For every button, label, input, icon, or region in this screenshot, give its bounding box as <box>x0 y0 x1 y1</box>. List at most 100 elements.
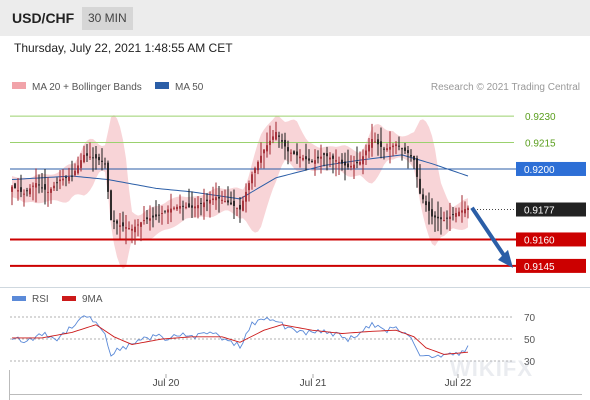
frame-bottom-edge <box>9 394 582 395</box>
candle-body <box>110 190 112 221</box>
candle-body <box>44 184 46 190</box>
candle-body <box>47 191 49 193</box>
candle-body <box>119 225 121 227</box>
ma50-legend-label: MA 50 <box>175 82 204 93</box>
symbol-title: USD/CHF <box>12 10 75 26</box>
candle-body <box>53 185 55 189</box>
candle-body <box>359 161 361 165</box>
candle-body <box>419 178 421 194</box>
candle-body <box>236 207 238 209</box>
level-label-0.9160: 0.9160 <box>524 235 555 246</box>
level-badge-0.9145 <box>516 258 586 273</box>
candle-body <box>434 215 436 218</box>
candle-body <box>248 183 250 191</box>
rsi-line <box>11 315 469 359</box>
candle-body <box>167 209 169 213</box>
candle-body <box>443 220 445 222</box>
header-bar: USD/CHF 30 MIN <box>0 0 590 36</box>
candle-body <box>461 210 463 213</box>
candle-body <box>41 187 43 189</box>
candle-body <box>350 165 352 168</box>
level-label-0.9177: 0.9177 <box>524 206 555 217</box>
timeframe-button[interactable]: 30 MIN <box>82 7 133 30</box>
level-labels: 0.9230 0.9215 0.9200 0.9177 0.9160 0.9145 <box>516 112 586 273</box>
candle-body <box>407 150 409 154</box>
candle-body <box>77 165 79 174</box>
candle-body <box>212 198 214 201</box>
timestamp: Thursday, July 22, 2021 1:48:55 AM CET <box>14 41 233 55</box>
ma9-line <box>12 324 469 355</box>
candle-body <box>62 178 64 181</box>
candle-body <box>428 201 430 211</box>
candle-body <box>335 160 337 162</box>
candle-body <box>56 182 58 184</box>
candle-body <box>311 161 313 163</box>
candle-body <box>179 205 181 209</box>
candle-body <box>194 206 196 209</box>
price-legend: MA 20 + Bollinger Bands MA 50 Research ©… <box>12 82 580 93</box>
candle-body <box>173 207 175 209</box>
candle-body <box>323 153 325 155</box>
candle-body <box>65 177 67 179</box>
candle-body <box>83 154 85 163</box>
candle-body <box>227 200 229 203</box>
rsi-grid: 70 50 30 <box>10 313 536 368</box>
candle-body <box>410 154 412 157</box>
price-levels <box>10 115 580 267</box>
candle-body <box>125 227 127 229</box>
candle-body <box>224 201 226 203</box>
candle-body <box>467 207 469 211</box>
candle-body <box>203 202 205 208</box>
candle-body <box>395 144 397 147</box>
candle-body <box>245 191 247 202</box>
rsi-legend: RSI 9MA <box>12 294 103 305</box>
candle-body <box>356 161 358 164</box>
price-chart: MA 20 + Bollinger Bands MA 50 Research ©… <box>10 82 586 273</box>
candle-body <box>257 161 259 171</box>
candle-body <box>26 190 28 192</box>
level-label-0.9215: 0.9215 <box>525 139 556 150</box>
candle-body <box>338 161 340 164</box>
candle-body <box>14 183 16 189</box>
candle-body <box>191 205 193 208</box>
rsi-tick-label: 70 <box>524 313 536 324</box>
x-axis: Jul 20 Jul 21 Jul 22 <box>153 374 472 389</box>
candle-body <box>413 155 415 161</box>
candle-body <box>254 168 256 173</box>
candle-body <box>431 209 433 217</box>
candle-body <box>143 220 145 222</box>
candle-body <box>239 204 241 210</box>
candle-body <box>107 162 109 192</box>
candle-body <box>383 148 385 150</box>
candle-body <box>260 155 262 163</box>
candle-body <box>347 163 349 168</box>
candle-body <box>326 153 328 157</box>
candle-body <box>377 139 379 145</box>
candle-body <box>92 157 94 159</box>
candle-body <box>398 145 400 147</box>
x-tick-label: Jul 22 <box>445 378 472 389</box>
candle-body <box>11 186 13 192</box>
candle-body <box>131 228 133 231</box>
ma9-legend-label: 9MA <box>82 294 103 305</box>
candle-body <box>104 163 106 165</box>
candle-body <box>50 188 52 193</box>
candle-body <box>185 206 187 208</box>
candle-body <box>422 194 424 200</box>
candle-body <box>458 211 460 217</box>
candle-body <box>320 156 322 159</box>
candle-body <box>71 175 73 177</box>
candle-body <box>146 217 148 220</box>
candle-body <box>242 200 244 211</box>
level-label-0.9145: 0.9145 <box>524 262 555 273</box>
rsi-tick-label: 30 <box>524 357 536 368</box>
candle-body <box>305 156 307 160</box>
candle-body <box>437 216 439 219</box>
candle-body <box>221 199 223 201</box>
candle-body <box>68 176 70 181</box>
rsi-legend-label: RSI <box>32 294 49 305</box>
forecast-arrow-head <box>498 249 513 268</box>
candle-body <box>32 185 34 187</box>
candle-body <box>329 157 331 160</box>
